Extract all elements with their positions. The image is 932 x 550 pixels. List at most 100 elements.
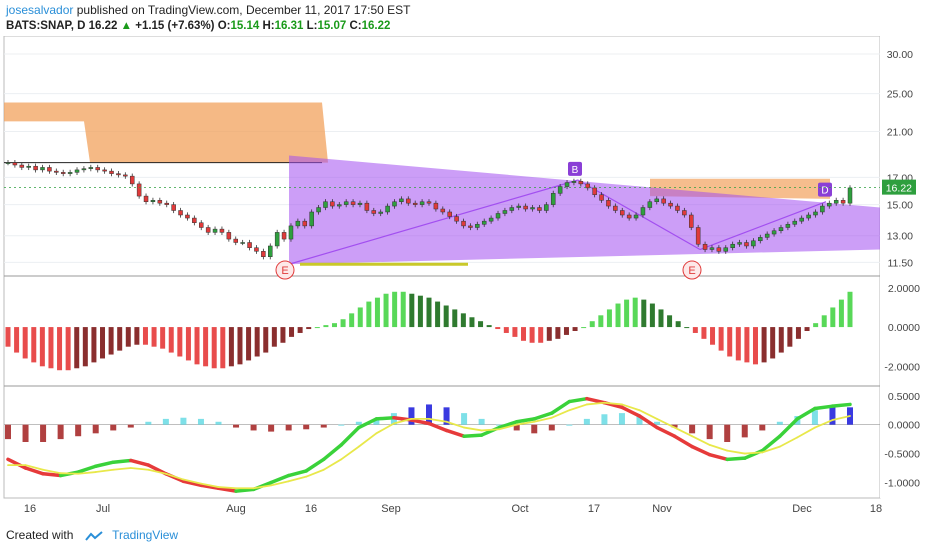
momentum-line	[357, 432, 378, 448]
histogram-bar	[271, 327, 277, 347]
momentum-line	[568, 403, 588, 412]
momentum-line	[24, 464, 44, 471]
histogram-bar	[496, 424, 503, 426]
candle	[461, 220, 466, 227]
pattern-leg	[699, 201, 827, 251]
histogram-bar	[618, 413, 625, 425]
momentum-line	[796, 426, 816, 439]
histogram-bar	[383, 293, 389, 328]
osc-tick-label: 2.0000	[888, 283, 920, 295]
candle	[129, 175, 135, 185]
candle	[592, 187, 597, 195]
high-label: H:	[262, 20, 275, 32]
candle	[295, 220, 301, 227]
momentum-tick-label: -1.0000	[884, 477, 920, 489]
momentum-line	[778, 417, 800, 438]
momentum-tick-label: 0.0000	[888, 420, 920, 432]
candle	[433, 202, 439, 210]
candle	[67, 172, 73, 174]
histogram-bar	[246, 327, 252, 361]
candle	[81, 168, 87, 171]
histogram-bar	[57, 424, 64, 440]
histogram-bar	[658, 309, 664, 328]
histogram-bar	[675, 321, 681, 328]
tradingview-link[interactable]: TradingView	[112, 528, 179, 542]
momentum-line	[287, 475, 308, 483]
candle	[751, 240, 756, 247]
histogram-bar	[263, 327, 269, 353]
momentum-line	[743, 451, 764, 455]
candle	[330, 201, 335, 207]
author-link[interactable]: josesalvador	[6, 3, 74, 17]
momentum-line	[708, 443, 729, 452]
candle	[619, 210, 625, 216]
momentum-line	[585, 401, 606, 406]
momentum-line	[550, 399, 572, 415]
candlestick-series	[4, 160, 880, 260]
momentum-line	[760, 434, 782, 453]
candle	[606, 200, 611, 207]
histogram-bar	[838, 299, 844, 328]
candle	[406, 198, 411, 204]
pattern-leg	[288, 179, 579, 265]
time-tick-label: Aug	[226, 503, 246, 515]
candle	[371, 210, 377, 214]
candle	[274, 232, 280, 247]
open-label: O:	[217, 20, 231, 32]
oscillator-histogram	[5, 291, 853, 371]
pattern-point-marker	[275, 260, 295, 280]
pattern-point-label: E	[688, 265, 695, 277]
histogram-bar	[228, 327, 234, 367]
candle	[833, 200, 839, 204]
candle	[709, 247, 715, 250]
histogram-bar	[632, 297, 638, 328]
candle	[530, 207, 535, 210]
candle	[488, 217, 494, 222]
low-label: L:	[306, 20, 318, 32]
momentum-line	[463, 426, 483, 432]
momentum-line	[76, 464, 98, 474]
histogram-bar	[366, 301, 372, 328]
candle	[219, 228, 225, 233]
symbol-label: BATS:SNAP, D	[6, 20, 86, 32]
momentum-line	[514, 417, 536, 424]
momentum-line	[655, 425, 677, 438]
candle	[785, 224, 791, 228]
histogram-bar	[804, 327, 810, 331]
momentum-line	[322, 443, 344, 462]
candle	[19, 164, 25, 168]
close-value: 16.22	[361, 20, 391, 32]
histogram-bar	[654, 421, 661, 425]
histogram-bar	[250, 424, 257, 431]
momentum-line	[813, 404, 835, 411]
candle	[537, 207, 542, 211]
candle	[764, 233, 770, 238]
candle	[509, 207, 515, 211]
momentum-line	[620, 405, 642, 418]
histogram-bar	[373, 418, 380, 425]
histogram-bar	[340, 319, 346, 328]
histogram-bar	[710, 327, 716, 345]
histogram-bar	[162, 418, 169, 425]
candle	[5, 162, 11, 164]
histogram-bar	[134, 327, 140, 345]
candle	[178, 210, 183, 216]
candle	[33, 165, 38, 171]
histogram-bar	[606, 309, 612, 328]
histogram-bar	[100, 327, 106, 359]
momentum-line	[445, 420, 465, 429]
momentum-line	[217, 486, 237, 490]
candle	[647, 201, 653, 208]
histogram-bar	[503, 327, 509, 333]
pattern-point-label: E	[281, 265, 288, 277]
histogram-bar	[48, 327, 54, 369]
candle	[599, 194, 604, 201]
histogram-bar	[117, 327, 123, 351]
momentum-line	[480, 428, 501, 432]
histogram-bar	[145, 421, 152, 425]
candle	[205, 227, 211, 233]
candle	[198, 222, 204, 228]
candle	[778, 227, 784, 231]
histogram-bar	[469, 317, 475, 328]
